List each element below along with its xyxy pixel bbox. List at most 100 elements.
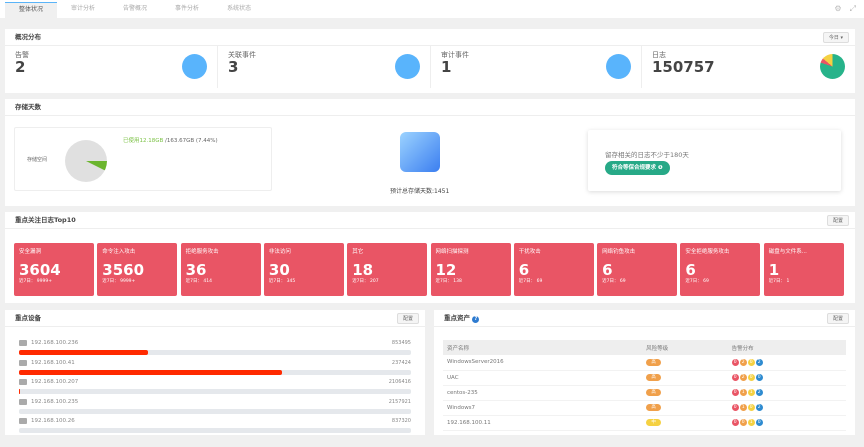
table-row[interactable]: centos-235 高 0 1 1 2 (443, 385, 846, 401)
card-count: 12 (435, 261, 457, 279)
folder-illustration-icon (400, 132, 440, 172)
tab-system[interactable]: 系统状态 (227, 5, 252, 12)
stat-alerts[interactable]: 告警 2 (5, 46, 218, 88)
stat-audit[interactable]: 审计事件 1 (431, 46, 642, 88)
device-row[interactable]: 192.168.100.207 2106416 (19, 379, 411, 399)
top10-card[interactable]: 磁盘与文件系... 1 近7日： 1 (763, 243, 844, 296)
expand-icon[interactable]: ⤢ (849, 4, 856, 13)
device-row[interactable]: 192.168.100.41 237424 (19, 359, 411, 380)
compliance-badge[interactable]: 符合等保合规要求 ❶ (605, 161, 670, 175)
alert-count-badge: 1 (739, 404, 747, 411)
stat-label: 关联事件 (228, 51, 256, 59)
card-count: 30 (268, 261, 290, 279)
card-recent: 近7日： 69 (685, 279, 709, 284)
top10-card[interactable]: 安全漏洞 3604 近7日： 9999+ (14, 243, 94, 296)
table-row[interactable]: UAC 高 0 2 0 0 (443, 370, 846, 386)
pie-chart-icon (820, 54, 845, 79)
top10-card[interactable]: 安全拒绝服务攻击 6 近7日： 69 (680, 243, 761, 296)
alert-count-badge: 1 (747, 419, 755, 426)
top10-panel: 重点关注日志Top10 配置 安全漏洞 3604 近7日： 9999+ 命令注入攻击 35… (5, 212, 855, 303)
devices-config-button[interactable]: 配置 (396, 313, 419, 324)
column-header: 告警分布 (727, 340, 846, 355)
device-row[interactable]: 192.168.100.26 837320 (19, 418, 411, 438)
top10-card[interactable]: 干扰攻击 6 近7日： 69 (513, 243, 594, 296)
card-recent: 近7日： 138 (435, 279, 462, 284)
circle-chart-icon (395, 54, 420, 79)
top10-card[interactable]: 非法访问 30 近7日： 345 (263, 243, 344, 296)
asset-name: WindowsServer2016 (443, 355, 643, 371)
card-count: 3604 (19, 261, 61, 279)
tab-audit[interactable]: 审计分析 (71, 5, 96, 12)
stat-logs[interactable]: 日志 150757 (642, 46, 855, 88)
stat-value: 1 (441, 58, 452, 76)
top10-card[interactable]: 命令注入攻击 3560 近7日： 9999+ (97, 243, 178, 296)
card-title: 网络钓鱼攻击 (602, 249, 636, 255)
card-title: 非法访问 (268, 249, 291, 255)
range-select[interactable]: 今日 ▾ (822, 32, 849, 43)
card-count: 6 (602, 261, 613, 279)
device-count: 2106416 (388, 379, 411, 385)
storage-forecast: 预计总存储天数:1451 (390, 188, 450, 195)
assets-panel: 重点资产 ? 配置 资产名称 风险等级 告警分布 WindowsServer201… (434, 310, 855, 435)
card-count: 18 (352, 261, 374, 279)
alert-count-badge: 0 (747, 404, 755, 411)
assets-config-button[interactable]: 配置 (826, 313, 849, 324)
table-row[interactable]: WindowsServer2016 高 0 2 0 2 (443, 355, 846, 371)
card-count: 3560 (102, 261, 145, 279)
top10-config-button[interactable]: 配置 (826, 215, 849, 226)
storage-pie (65, 140, 107, 182)
device-ip: 192.168.100.41 (31, 359, 75, 366)
top10-card[interactable]: 网络钓鱼攻击 6 近7日： 69 (597, 243, 678, 296)
top10-card[interactable]: 拒绝服务攻击 36 近7日： 414 (180, 243, 261, 296)
card-title: 其它 (352, 249, 364, 255)
asset-name: Windows7 (443, 400, 643, 416)
stat-value: 150757 (652, 58, 715, 76)
compliance-card: 留存相关的日志不少于180天 符合等保合规要求 ❶ (588, 130, 841, 191)
device-progress-fill (19, 389, 21, 394)
stat-label: 审计事件 (441, 51, 469, 59)
alert-count-badge: 1 (747, 389, 755, 396)
gear-icon[interactable]: ⚙ (834, 4, 842, 13)
alert-count-badge: 2 (755, 404, 763, 411)
card-title: 安全拒绝服务攻击 (685, 249, 730, 255)
help-icon[interactable]: ? (472, 316, 480, 323)
risk-badge: 中 (646, 419, 662, 426)
card-recent: 近7日： 9999+ (102, 279, 136, 284)
top10-card[interactable]: 网络扫描探测 12 近7日： 138 (430, 243, 511, 296)
alert-count-badge: 2 (739, 358, 747, 366)
card-title: 拒绝服务攻击 (185, 249, 219, 255)
device-row[interactable]: 192.168.100.235 2157921 (19, 398, 411, 419)
device-ip: 192.168.100.26 (31, 418, 75, 424)
tab-overall[interactable]: 整体状况 (5, 2, 58, 18)
card-title: 网络扫描探测 (435, 249, 469, 255)
alert-count-badge: 2 (755, 389, 763, 396)
device-icon (19, 418, 27, 424)
device-row[interactable]: 192.168.100.236 853495 (19, 340, 411, 360)
stat-label: 告警 (15, 51, 29, 59)
card-count: 6 (518, 261, 530, 279)
alert-count-badge: 2 (755, 358, 763, 366)
device-ip: 192.168.100.235 (31, 398, 79, 405)
device-count: 2157921 (388, 398, 411, 405)
stat-correlated[interactable]: 关联事件 3 (218, 46, 431, 88)
device-progress-fill (19, 350, 149, 355)
stat-label: 日志 (652, 51, 666, 59)
tab-events[interactable]: 事件分析 (175, 5, 200, 12)
top10-card[interactable]: 其它 18 近7日： 207 (347, 243, 428, 296)
alert-count-badge: 2 (739, 374, 747, 381)
table-row[interactable]: 192.168.100.11 中 0 0 1 0 (443, 415, 846, 431)
alert-count-badge: 0 (731, 358, 739, 366)
devices-panel: 重点设备 配置 192.168.100.236 853495 192.168.100.… (5, 310, 425, 435)
risk-badge: 高 (646, 389, 662, 396)
top10-title: 重点关注日志Top10 (15, 216, 76, 224)
risk-badge: 高 (646, 374, 662, 381)
asset-name: centos-235 (443, 385, 643, 401)
asset-name: 192.168.100.11 (443, 415, 643, 431)
alert-count-badge: 1 (739, 389, 747, 396)
devices-title: 重点设备 (15, 314, 41, 322)
table-row[interactable]: Windows7 高 0 1 0 2 (443, 400, 846, 416)
card-recent: 近7日： 345 (268, 279, 296, 284)
alert-count-badge: 0 (739, 419, 747, 426)
tab-alerts[interactable]: 告警概况 (123, 5, 148, 12)
card-title: 磁盘与文件系... (768, 249, 807, 255)
